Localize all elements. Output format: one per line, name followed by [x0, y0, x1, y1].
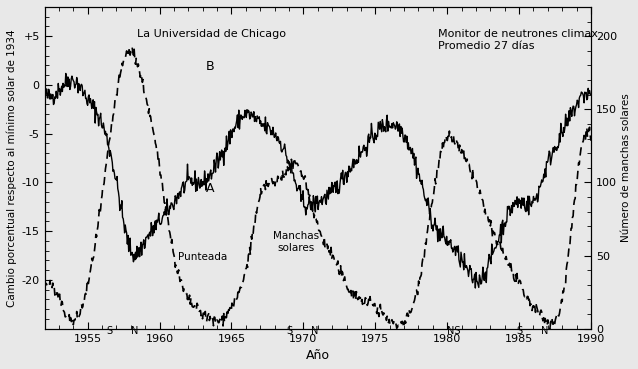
Text: NS: NS — [447, 326, 461, 336]
Text: Monitor de neutrones climax
Promedio 27 días: Monitor de neutrones climax Promedio 27 … — [438, 30, 598, 51]
Text: La Universidad de Chicago: La Universidad de Chicago — [137, 30, 286, 39]
X-axis label: Año: Año — [306, 349, 330, 362]
Text: N: N — [541, 326, 549, 336]
Text: N: N — [131, 326, 139, 336]
Text: B: B — [205, 60, 214, 73]
Text: S: S — [516, 326, 522, 336]
Text: A: A — [205, 182, 214, 195]
Text: Punteada: Punteada — [178, 252, 227, 262]
Text: Manchas
solares: Manchas solares — [273, 231, 319, 253]
Text: S: S — [286, 326, 292, 336]
Y-axis label: Cambio porcentual respecto al mínimo solar de 1934: Cambio porcentual respecto al mínimo sol… — [7, 29, 17, 307]
Text: S: S — [107, 326, 112, 336]
Text: N: N — [311, 326, 318, 336]
Y-axis label: Número de manchas solares: Número de manchas solares — [621, 93, 631, 242]
